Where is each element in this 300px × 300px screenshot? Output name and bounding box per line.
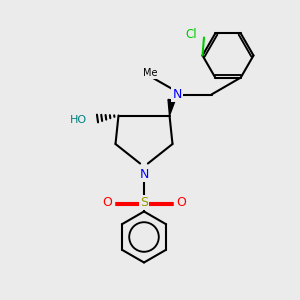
Text: N: N [139, 167, 149, 181]
Text: Me: Me [143, 68, 157, 79]
Text: N: N [172, 88, 182, 101]
Text: O: O [176, 196, 186, 209]
Polygon shape [168, 99, 175, 116]
Text: S: S [140, 196, 148, 209]
Text: HO: HO [70, 115, 87, 125]
Text: O: O [102, 196, 112, 209]
Text: Cl: Cl [185, 28, 197, 41]
